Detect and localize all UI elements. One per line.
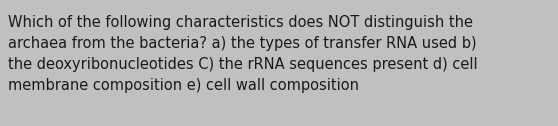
Text: Which of the following characteristics does NOT distinguish the
archaea from the: Which of the following characteristics d… — [8, 15, 478, 93]
